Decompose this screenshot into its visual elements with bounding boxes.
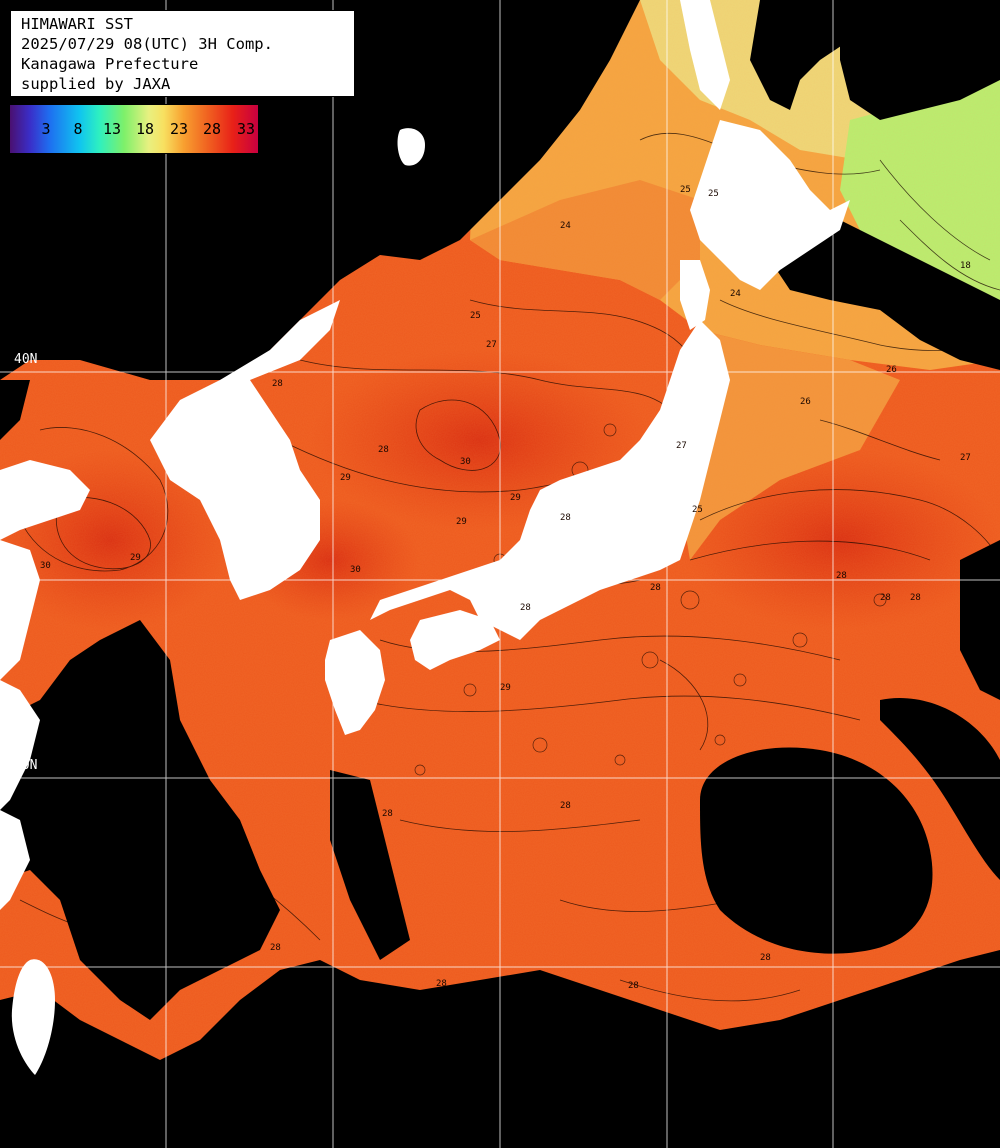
land-sakhalin-tip: [680, 0, 730, 110]
land-masses: [0, 0, 850, 1075]
contour-label: 28: [910, 593, 921, 603]
contour-label: 28: [520, 603, 531, 613]
cloud-east-china-sea: [0, 620, 280, 1020]
land-korea-china: [150, 300, 340, 600]
contour-label: 26: [800, 397, 811, 407]
land-honshu: [370, 320, 730, 640]
contour-label: 29: [456, 517, 467, 527]
contour-label: 29: [500, 683, 511, 693]
contour-label: 28: [760, 953, 771, 963]
cloud-typhoon: [700, 747, 933, 954]
colorbar-label-18: 18: [135, 120, 155, 138]
contour-label: 28: [436, 979, 447, 989]
contour-label: 25: [680, 185, 691, 195]
temperature-colorbar: 3 8 13 18 23 28 33: [9, 104, 259, 154]
contour-labels: 25 24 25 27 26 28 28 29 30 28 27 29 29 30 29 30 28 28 28 28…: [40, 185, 971, 991]
contour-label: 29: [340, 473, 351, 483]
colorbar-label-23: 23: [169, 120, 189, 138]
land-kyushu: [325, 630, 385, 735]
cloud-typhoon-outer: [880, 698, 1000, 880]
contour-label: 29: [130, 553, 141, 563]
contour-label: 28: [270, 943, 281, 953]
land-shikoku: [410, 610, 500, 670]
land-hokkaido: [690, 120, 850, 290]
cloud-kurils: [770, 220, 1000, 370]
contour-label: 28: [560, 513, 571, 523]
colorbar-label-13: 13: [102, 120, 122, 138]
contour-label: 24: [560, 221, 571, 231]
contour-label: 25: [708, 189, 719, 199]
contour-label: 28: [836, 571, 847, 581]
contour-label: 27: [676, 441, 687, 451]
contour-label: 30: [460, 457, 471, 467]
land-china-lower: [0, 810, 30, 910]
contour-label: 28: [880, 593, 891, 603]
contour-label: 29: [510, 493, 521, 503]
lat-label-40n: 40N: [14, 352, 38, 367]
contour-label: 28: [628, 981, 639, 991]
contour-label: 18: [960, 261, 971, 271]
contour-label: 28: [272, 379, 283, 389]
contour-label: 30: [350, 565, 361, 575]
land-shandong: [0, 460, 90, 540]
contour-label: 28: [378, 445, 389, 455]
contour-label: 27: [486, 340, 497, 350]
contour-label: 25: [692, 505, 703, 515]
title-line-provider: Kanagawa Prefecture: [21, 55, 199, 73]
contour-label: 28: [382, 809, 393, 819]
colorbar-label-3: 3: [41, 120, 51, 138]
lat-label-30n: 30N: [14, 758, 38, 773]
cloud-west: [0, 380, 30, 440]
title-line-satellite: HIMAWARI SST: [21, 15, 133, 33]
contour-label: 28: [560, 801, 571, 811]
contour-label: 24: [730, 289, 741, 299]
land-island-north: [397, 128, 425, 166]
title-line-datetime: 2025/07/29 08(UTC) 3H Comp.: [21, 35, 273, 53]
land-china-coast: [0, 540, 40, 680]
contour-label: 28: [650, 583, 661, 593]
contour-label: 30: [40, 561, 51, 571]
map-title-box: HIMAWARI SST 2025/07/29 08(UTC) 3H Comp.…: [10, 10, 355, 97]
title-line-supplier: supplied by JAXA: [21, 75, 171, 93]
land-tsugaru: [680, 260, 710, 330]
contour-label: 26: [886, 365, 897, 375]
contour-label: 25: [470, 311, 481, 321]
land-taiwan: [11, 959, 55, 1075]
colorbar-label-8: 8: [73, 120, 83, 138]
cloud-philippine-strip: [330, 770, 410, 960]
cloud-north-pacific: [840, 0, 1000, 120]
contour-label: 27: [960, 453, 971, 463]
colorbar-label-33: 33: [236, 120, 256, 138]
colorbar-label-28: 28: [202, 120, 222, 138]
